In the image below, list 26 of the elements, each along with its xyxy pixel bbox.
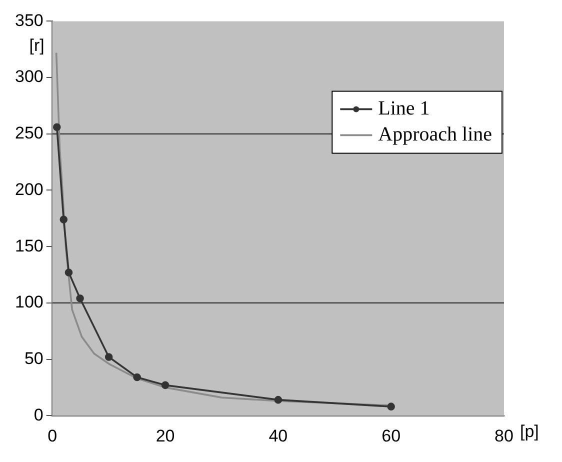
- point: [161, 381, 170, 390]
- x-tick-label: 60: [382, 426, 401, 446]
- point: [64, 268, 73, 276]
- point: [104, 353, 113, 361]
- x-tick-label: 0: [48, 426, 58, 446]
- point: [52, 123, 61, 132]
- point: [274, 396, 282, 404]
- y-tick-label: 0: [34, 405, 44, 424]
- point: [76, 294, 84, 302]
- x-axis-title: [p]: [520, 422, 539, 441]
- y-tick-label: 150: [14, 236, 44, 256]
- y-tick-label: 300: [14, 67, 44, 86]
- y-tick-label: 50: [24, 348, 44, 368]
- legend-label: Line 1: [378, 97, 430, 120]
- y-axis-title: [r]: [29, 36, 44, 55]
- point: [387, 402, 395, 410]
- x-tick-label: 20: [156, 426, 175, 446]
- x-tick-label: 80: [494, 426, 514, 446]
- y-tick-label: 250: [14, 124, 44, 143]
- y-tick-label: 350: [14, 10, 44, 30]
- y-tick-label: 200: [14, 180, 44, 199]
- point: [133, 373, 141, 382]
- point: [60, 216, 68, 224]
- y-tick-label: 100: [14, 292, 44, 312]
- legend-label: Approach line: [378, 123, 492, 146]
- x-tick-label: 40: [268, 426, 288, 446]
